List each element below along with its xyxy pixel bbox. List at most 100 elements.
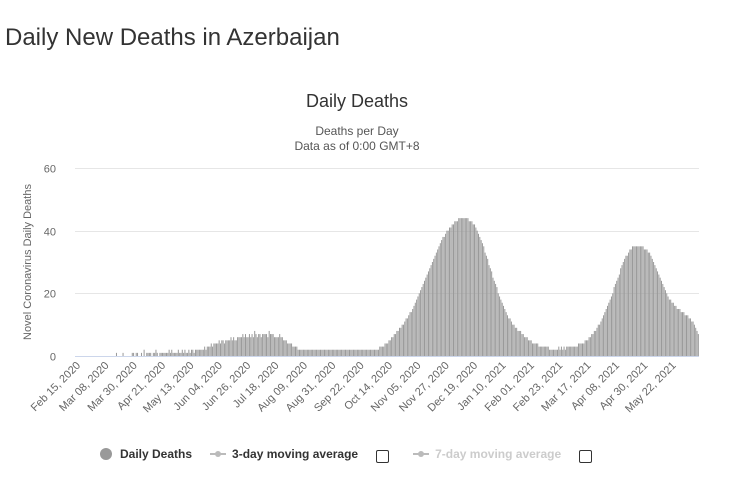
bar[interactable] xyxy=(475,227,477,356)
bar[interactable] xyxy=(304,349,306,356)
bar[interactable] xyxy=(595,330,597,356)
bar[interactable] xyxy=(477,233,479,356)
bar[interactable] xyxy=(367,349,369,356)
bar[interactable] xyxy=(541,346,543,356)
bar[interactable] xyxy=(239,337,241,356)
bar[interactable] xyxy=(350,349,352,356)
bar[interactable] xyxy=(538,346,540,356)
bar[interactable] xyxy=(388,340,390,356)
bar[interactable] xyxy=(305,349,307,356)
bar[interactable] xyxy=(326,349,328,356)
bar[interactable] xyxy=(675,305,677,356)
bar[interactable] xyxy=(381,346,383,356)
bar[interactable] xyxy=(259,334,261,356)
bar[interactable] xyxy=(383,346,385,356)
bar[interactable] xyxy=(147,352,149,356)
bar[interactable] xyxy=(474,224,476,356)
bar[interactable] xyxy=(298,349,300,356)
bar[interactable] xyxy=(503,305,505,356)
bar[interactable] xyxy=(173,352,175,356)
bar[interactable] xyxy=(558,346,560,356)
bar[interactable] xyxy=(641,246,643,356)
bar[interactable] xyxy=(181,349,183,356)
bar[interactable] xyxy=(140,352,142,356)
bar[interactable] xyxy=(497,293,499,356)
bar[interactable] xyxy=(308,349,310,356)
bar[interactable] xyxy=(346,349,348,356)
bar[interactable] xyxy=(674,305,676,356)
bar[interactable] xyxy=(148,352,150,356)
bar[interactable] xyxy=(489,268,491,356)
bar[interactable] xyxy=(255,334,257,356)
bar[interactable] xyxy=(279,334,281,356)
bar[interactable] xyxy=(468,221,470,356)
bar[interactable] xyxy=(260,337,262,356)
bar[interactable] xyxy=(666,293,668,356)
bar[interactable] xyxy=(463,218,465,356)
bar[interactable] xyxy=(697,334,699,356)
bar[interactable] xyxy=(638,246,640,356)
bar[interactable] xyxy=(679,309,681,356)
bar[interactable] xyxy=(416,299,418,356)
bar[interactable] xyxy=(314,349,316,356)
bar[interactable] xyxy=(418,293,420,356)
bar[interactable] xyxy=(439,243,441,356)
bar[interactable] xyxy=(604,312,606,356)
bar[interactable] xyxy=(549,349,551,356)
bar[interactable] xyxy=(264,334,266,356)
bar[interactable] xyxy=(621,265,623,356)
bar[interactable] xyxy=(219,343,221,356)
bar[interactable] xyxy=(450,227,452,356)
bar[interactable] xyxy=(175,352,177,356)
bar[interactable] xyxy=(254,330,256,356)
bar[interactable] xyxy=(354,349,356,356)
bar[interactable] xyxy=(672,302,674,356)
bar[interactable] xyxy=(169,352,171,356)
bar[interactable] xyxy=(379,346,381,356)
bar[interactable] xyxy=(405,318,407,356)
bar[interactable] xyxy=(456,221,458,356)
bar[interactable] xyxy=(510,321,512,356)
bar[interactable] xyxy=(547,346,549,356)
bar[interactable] xyxy=(460,218,462,356)
bar[interactable] xyxy=(172,352,174,356)
bar[interactable] xyxy=(284,340,286,356)
bar[interactable] xyxy=(135,352,137,356)
bar[interactable] xyxy=(310,349,312,356)
bar[interactable] xyxy=(431,262,433,356)
bar[interactable] xyxy=(567,346,569,356)
bar[interactable] xyxy=(230,337,232,356)
bar[interactable] xyxy=(505,312,507,356)
bar[interactable] xyxy=(241,337,243,356)
bar[interactable] xyxy=(634,246,636,356)
bar[interactable] xyxy=(210,343,212,356)
bar[interactable] xyxy=(372,349,374,356)
bar[interactable] xyxy=(212,346,214,356)
bar[interactable] xyxy=(198,349,200,356)
bar[interactable] xyxy=(334,349,336,356)
bar[interactable] xyxy=(320,349,322,356)
bar[interactable] xyxy=(226,340,228,356)
bar[interactable] xyxy=(163,352,165,356)
bar[interactable] xyxy=(451,224,453,356)
bar[interactable] xyxy=(283,340,285,356)
bar[interactable] xyxy=(185,352,187,356)
bar[interactable] xyxy=(654,265,656,356)
bar[interactable] xyxy=(251,334,253,356)
bar[interactable] xyxy=(309,349,311,356)
bar[interactable] xyxy=(554,349,556,356)
bar[interactable] xyxy=(650,255,652,356)
bar[interactable] xyxy=(539,346,541,356)
bar[interactable] xyxy=(287,343,289,356)
toggle-7day-checkbox[interactable] xyxy=(579,449,593,463)
bar[interactable] xyxy=(189,352,191,356)
bar[interactable] xyxy=(462,218,464,356)
bar[interactable] xyxy=(231,340,233,356)
bar[interactable] xyxy=(214,343,216,356)
bar[interactable] xyxy=(609,299,611,356)
toggle-3day-checkbox[interactable] xyxy=(376,449,390,463)
bar[interactable] xyxy=(622,262,624,356)
bar[interactable] xyxy=(192,349,194,356)
bar[interactable] xyxy=(191,349,193,356)
bar[interactable] xyxy=(578,343,580,356)
